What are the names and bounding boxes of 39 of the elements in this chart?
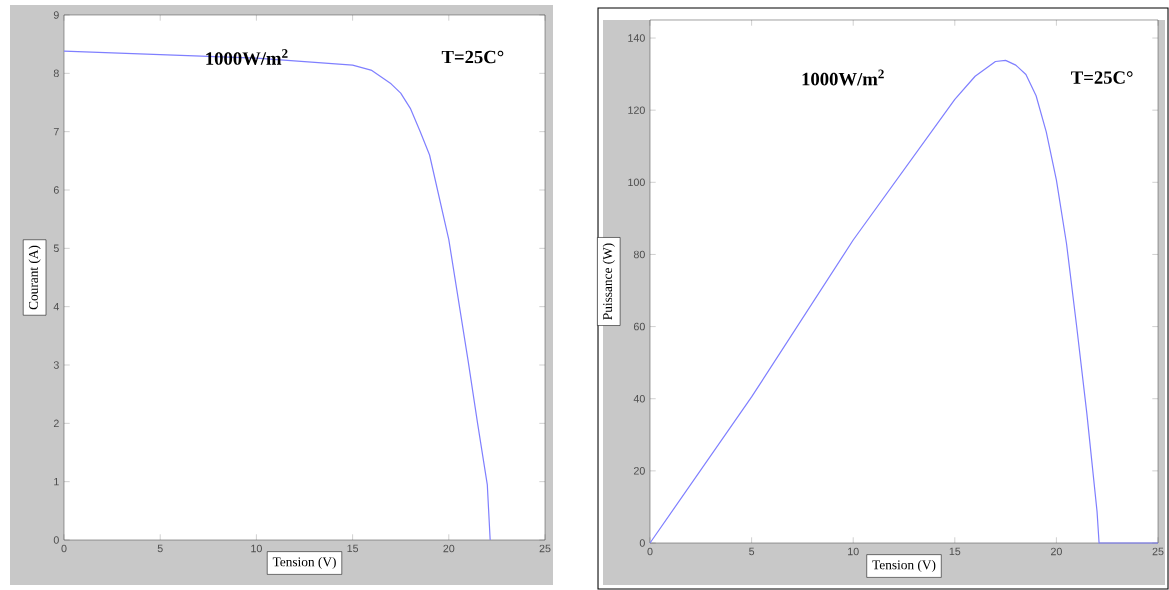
x-tick-label: 20 — [443, 544, 455, 553]
x-tick-label: 15 — [949, 547, 961, 556]
y-tick-label: 6 — [53, 186, 59, 194]
y-tick-label: 9 — [53, 11, 59, 19]
x-tick-label: 25 — [539, 544, 551, 553]
y-tick-label: 20 — [633, 467, 645, 475]
y-tick-label: 2 — [53, 419, 59, 428]
y-axis-title: Courant (A) — [28, 245, 41, 310]
x-tick-label: 15 — [347, 544, 359, 553]
y-tick-label: 80 — [633, 250, 645, 259]
y-tick-label: 4 — [53, 302, 59, 311]
y-tick-label: 100 — [628, 178, 645, 187]
annotation: T=25C° — [441, 50, 504, 64]
y-tick-label: 7 — [53, 127, 59, 136]
y-tick-label: 3 — [53, 361, 59, 369]
x-tick-label: 5 — [157, 544, 163, 553]
annotation: 1000W/m$^{2}$ — [802, 69, 884, 86]
x-axis-title: Tension (V) — [272, 556, 336, 570]
y-tick-label: 8 — [53, 69, 59, 78]
x-tick-label: 5 — [749, 547, 755, 556]
x-tick-label: 25 — [1152, 547, 1164, 556]
y-tick-label: 5 — [53, 244, 59, 253]
line-series — [649, 59, 1159, 544]
annotation: T=25C° — [1071, 71, 1133, 84]
y-tick-label: 60 — [633, 322, 645, 331]
y-axis-title: Puissance (W) — [602, 243, 615, 320]
x-tick-label: 20 — [1051, 547, 1062, 556]
x-tick-label: 0 — [61, 544, 67, 553]
y-tick-label: 0 — [53, 536, 59, 544]
annotation: 1000W/m$^{2}$ — [206, 49, 288, 65]
y-tick-label: 1 — [54, 478, 59, 486]
x-tick-label: 10 — [251, 544, 262, 553]
y-tick-label: 140 — [628, 34, 645, 42]
y-tick-label: 120 — [628, 106, 645, 114]
x-tick-label: 10 — [848, 547, 859, 556]
y-tick-label: 40 — [633, 394, 645, 403]
x-axis-title: Tension (V) — [872, 559, 936, 573]
x-tick-label: 0 — [647, 547, 653, 556]
y-tick-label: 0 — [639, 539, 645, 547]
